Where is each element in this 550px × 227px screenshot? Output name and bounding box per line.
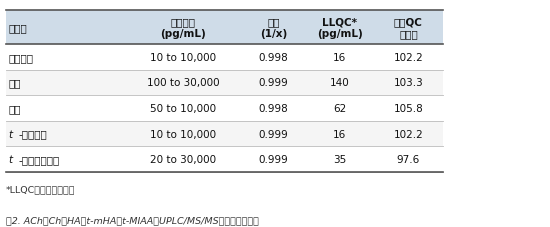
FancyBboxPatch shape (6, 147, 443, 172)
Text: 140: 140 (330, 78, 349, 88)
FancyBboxPatch shape (6, 45, 443, 70)
Text: 16: 16 (333, 129, 346, 139)
Text: 16: 16 (333, 53, 346, 63)
Text: 组胺: 组胺 (9, 104, 21, 114)
Text: 102.2: 102.2 (393, 53, 424, 63)
Text: 10 to 10,000: 10 to 10,000 (150, 53, 216, 63)
Text: 0.999: 0.999 (258, 154, 289, 164)
Text: 化合物: 化合物 (9, 23, 28, 33)
Text: t: t (9, 129, 16, 139)
Text: 97.6: 97.6 (397, 154, 420, 164)
Text: 表2. ACh、Ch、HA、t-mHA和t-MIAA的UPLC/MS/MS检测分析性能。: 表2. ACh、Ch、HA、t-mHA和t-MIAA的UPLC/MS/MS检测分… (6, 215, 258, 224)
FancyBboxPatch shape (6, 121, 443, 147)
FancyBboxPatch shape (6, 70, 443, 96)
Text: 动态范围
(pg/mL): 动态范围 (pg/mL) (160, 17, 206, 39)
Text: 乙酰胆碱: 乙酰胆碱 (9, 53, 34, 63)
FancyBboxPatch shape (6, 96, 443, 121)
Text: 10 to 10,000: 10 to 10,000 (150, 129, 216, 139)
Text: 35: 35 (333, 154, 346, 164)
Text: 线性
(1/x): 线性 (1/x) (260, 17, 287, 39)
FancyBboxPatch shape (6, 11, 443, 45)
Text: 0.998: 0.998 (258, 53, 289, 63)
Text: 62: 62 (333, 104, 346, 114)
Text: LLQC*
(pg/mL): LLQC* (pg/mL) (317, 17, 362, 39)
Text: 0.999: 0.999 (258, 78, 289, 88)
Text: *LLQC：定量下限控制: *LLQC：定量下限控制 (6, 185, 75, 193)
Text: 103.3: 103.3 (393, 78, 424, 88)
Text: 20 to 30,000: 20 to 30,000 (150, 154, 216, 164)
Text: 102.2: 102.2 (393, 129, 424, 139)
Text: 50 to 10,000: 50 to 10,000 (150, 104, 216, 114)
Text: -甲基组胺: -甲基组胺 (19, 129, 47, 139)
Text: -甲基咪唑醋酸: -甲基咪唑醋酸 (19, 154, 60, 164)
Text: t: t (9, 154, 16, 164)
Text: 0.998: 0.998 (258, 104, 289, 114)
Text: 胆碱: 胆碱 (9, 78, 21, 88)
Text: 0.999: 0.999 (258, 129, 289, 139)
Text: 平均QC
准确度: 平均QC 准确度 (394, 17, 423, 39)
Text: 105.8: 105.8 (393, 104, 424, 114)
Text: 100 to 30,000: 100 to 30,000 (146, 78, 219, 88)
